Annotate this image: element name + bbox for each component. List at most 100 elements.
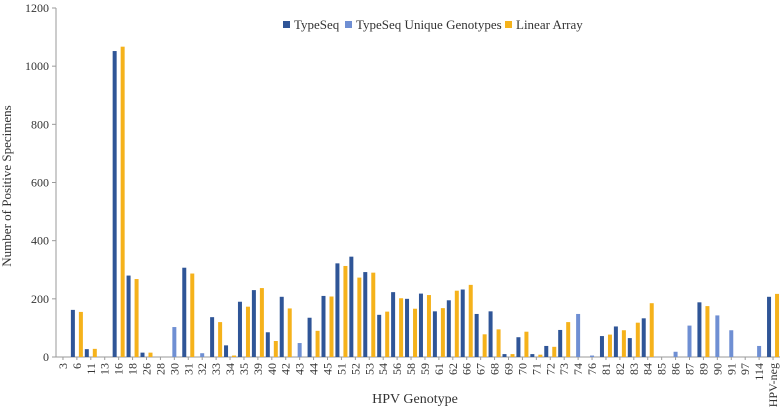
x-tick-label: 59: [418, 363, 432, 375]
bar: [757, 345, 762, 357]
bar: [552, 346, 557, 357]
bar: [767, 296, 772, 357]
x-tick-label: 39: [251, 363, 265, 375]
x-tick-label: 28: [153, 363, 167, 375]
bar: [432, 311, 437, 357]
x-axis: 3 6 11 13 16 18 26 28 30 31 32 33 34 35 39 40 42 43 44 45 51…: [56, 356, 780, 407]
x-tick-label: 85: [655, 363, 669, 375]
x-tick-label: 76: [585, 363, 599, 375]
x-tick-label: 69: [502, 363, 516, 375]
bar: [426, 295, 431, 357]
legend: TypeSeq TypeSeq Unique Genotypes Linear Ar…: [283, 17, 583, 32]
bar: [418, 293, 423, 357]
x-tick-label: 40: [265, 363, 279, 375]
bar: [232, 355, 237, 357]
x-tick-label: 114: [752, 363, 766, 381]
legend-swatch: [283, 21, 290, 28]
bar: [729, 330, 734, 357]
bar: [482, 334, 487, 357]
bar: [251, 290, 256, 357]
bar: [468, 284, 473, 357]
y-tick-label: 0: [43, 350, 49, 364]
bar: [454, 290, 459, 357]
x-tick-label: 16: [112, 363, 126, 375]
x-tick-label: 18: [126, 363, 140, 375]
bar: [474, 313, 479, 357]
y-axis: 0 200 400 600 800 1000 1200: [25, 1, 57, 364]
bar: [516, 337, 521, 357]
x-tick-label: 97: [738, 363, 752, 375]
bar: [496, 329, 501, 357]
x-tick-label: 51: [334, 363, 348, 375]
x-tick-label: 43: [293, 363, 307, 375]
bar: [544, 345, 549, 357]
x-tick-label: 66: [460, 363, 474, 375]
x-tick-label: 67: [474, 363, 488, 375]
bar: [259, 288, 264, 357]
bar: [377, 314, 382, 357]
bar: [538, 354, 543, 357]
bar: [590, 355, 595, 357]
bar: [641, 318, 646, 357]
bar: [172, 327, 177, 357]
y-tick-label: 800: [31, 117, 49, 131]
bar: [321, 295, 326, 357]
x-axis-label: HPV Genotype: [372, 392, 458, 407]
legend-swatch: [505, 21, 512, 28]
x-tick-label: 34: [223, 363, 237, 375]
x-tick-label: 32: [195, 363, 209, 375]
bar: [287, 308, 292, 357]
x-tick-label: 87: [683, 363, 697, 375]
x-tick-label: 56: [390, 363, 404, 375]
bar: [134, 279, 139, 357]
x-tick-label: 45: [321, 363, 335, 375]
y-axis-label: Number of Positive Specimens: [0, 105, 14, 266]
x-tick-label: 53: [362, 363, 376, 375]
bar: [558, 329, 563, 357]
bar: [607, 334, 612, 357]
bar: [112, 51, 117, 357]
bar: [363, 272, 368, 357]
bar: [576, 313, 581, 357]
y-tick-label: 200: [31, 292, 49, 306]
x-tick-label: 3: [56, 363, 70, 369]
x-tick-label: 6: [70, 363, 84, 369]
x-tick-label: 91: [724, 363, 738, 375]
bar: [599, 336, 604, 357]
bar: [524, 331, 529, 357]
legend-label: TypeSeq: [294, 17, 340, 32]
bar: [210, 317, 215, 357]
x-tick-label: 72: [543, 363, 557, 375]
bar: [530, 354, 535, 357]
bar: [627, 338, 632, 357]
bar: [297, 343, 302, 357]
bar: [357, 277, 362, 357]
y-tick-label: 600: [31, 176, 49, 190]
legend-label: TypeSeq Unique Genotypes: [356, 17, 502, 32]
bar: [613, 326, 618, 357]
bar: [349, 256, 354, 357]
bar: [140, 352, 145, 357]
bar: [687, 325, 692, 357]
bar: [460, 289, 465, 357]
bar: [70, 309, 75, 357]
bar: [78, 311, 83, 357]
x-tick-label: 13: [98, 363, 112, 375]
bar: [385, 311, 390, 357]
x-tick-label: 84: [641, 363, 655, 375]
x-tick-label: 74: [571, 363, 585, 375]
x-tick-label: 44: [307, 363, 321, 375]
y-tick-label: 400: [31, 234, 49, 248]
legend-swatch: [345, 21, 352, 28]
x-tick-label: 86: [669, 363, 683, 375]
bar: [329, 296, 334, 357]
x-tick-label: 61: [432, 363, 446, 375]
bar: [697, 302, 702, 357]
bar: [391, 292, 396, 357]
bar: [120, 46, 125, 357]
bar: [446, 300, 451, 357]
bar: [265, 332, 270, 357]
x-tick-label: 68: [488, 363, 502, 375]
bar: [510, 354, 515, 357]
